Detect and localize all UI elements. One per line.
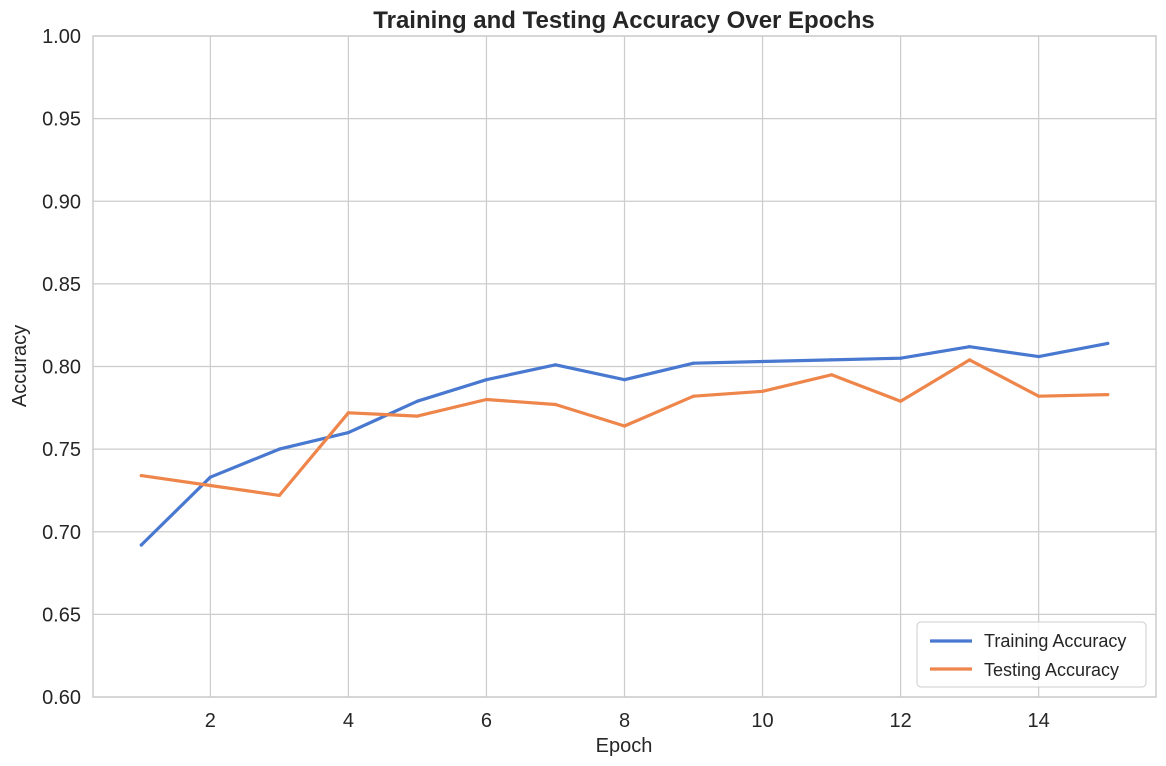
- data-point: [691, 394, 696, 398]
- x-tick-label: 14: [1028, 710, 1050, 732]
- data-point: [1037, 394, 1041, 398]
- data-point: [139, 543, 143, 547]
- y-axis-label: Accuracy: [9, 325, 31, 407]
- series-layer: [139, 341, 1110, 547]
- data-point: [277, 447, 281, 451]
- y-tick-label: 0.85: [42, 274, 81, 296]
- plot-frame: [92, 35, 1157, 698]
- data-point: [622, 424, 627, 428]
- data-point: [415, 399, 420, 403]
- data-point: [346, 411, 350, 415]
- x-tick-label: 2: [205, 710, 216, 732]
- data-point: [484, 378, 489, 382]
- y-tick-label: 0.60: [42, 687, 81, 709]
- data-point: [553, 402, 558, 407]
- data-point: [208, 475, 212, 479]
- y-tick-label: 0.90: [42, 191, 81, 213]
- x-tick-label: 8: [619, 710, 630, 732]
- legend-box: [916, 621, 1147, 688]
- data-point: [484, 397, 489, 402]
- x-tick-label: 10: [751, 710, 773, 732]
- data-point: [277, 493, 281, 497]
- data-point: [415, 414, 420, 418]
- data-point: [139, 473, 143, 478]
- data-point: [1106, 341, 1110, 345]
- data-point: [899, 356, 903, 360]
- y-tick-label: 0.65: [42, 604, 81, 626]
- tick-layer: 0.60 0.65 0.70 0.75 0.80 0.85 0.90 0.95 1.00 2 4 6 8…: [42, 26, 1050, 732]
- x-axis-label: Epoch: [596, 735, 653, 757]
- data-point: [691, 361, 696, 365]
- chart-title: Training and Testing Accuracy Over Epoch…: [373, 7, 874, 34]
- data-point: [760, 359, 765, 364]
- data-point: [760, 389, 765, 393]
- data-point: [1106, 392, 1110, 397]
- data-point: [968, 345, 972, 349]
- data-point: [829, 358, 834, 362]
- x-tick-label: 12: [889, 710, 911, 732]
- data-point: [1037, 354, 1041, 359]
- data-point: [829, 373, 834, 377]
- y-tick-label: 0.70: [42, 522, 81, 544]
- y-tick-label: 0.75: [42, 439, 81, 461]
- data-point: [968, 358, 972, 362]
- data-point: [208, 483, 212, 488]
- x-tick-label: 4: [343, 710, 354, 732]
- y-tick-label: 1.00: [42, 26, 81, 48]
- data-point: [899, 399, 903, 403]
- x-tick-label: 6: [481, 710, 492, 732]
- data-point: [346, 431, 350, 435]
- data-point: [553, 363, 558, 367]
- legend: Training Accuracy Testing Accuracy: [916, 621, 1147, 688]
- grid-layer: [93, 35, 1156, 698]
- y-tick-label: 0.80: [42, 357, 81, 379]
- legend-label-training: Training Accuracy: [984, 631, 1126, 651]
- legend-label-testing: Testing Accuracy: [984, 660, 1119, 680]
- y-tick-label: 0.95: [42, 109, 81, 131]
- data-point: [622, 378, 627, 382]
